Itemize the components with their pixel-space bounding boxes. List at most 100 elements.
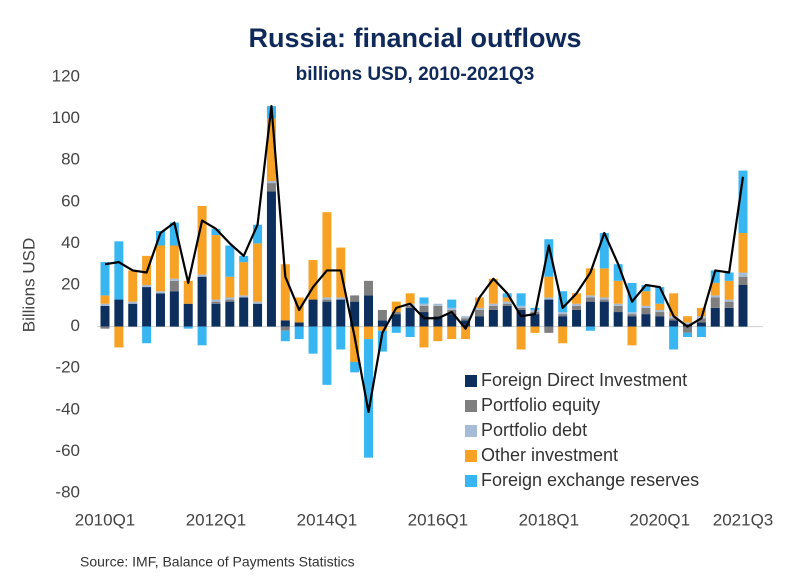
bar-segment (724, 307, 734, 327)
bar-segment (696, 307, 706, 317)
bar-segment (169, 291, 179, 327)
bar-segment (433, 303, 443, 306)
bar-segment (599, 233, 609, 269)
bar-segment (655, 316, 665, 327)
y-tick-label: -60 (55, 441, 80, 460)
bar-segment (516, 307, 526, 310)
y-tick-label: 80 (61, 150, 80, 169)
bar-segment (613, 264, 623, 281)
bar-segment (627, 314, 637, 317)
legend-label: Portfolio equity (481, 395, 600, 415)
bar-segment (572, 303, 582, 306)
bar-segment (405, 307, 415, 327)
bar-segment (558, 326, 568, 344)
bar-segment (169, 280, 179, 292)
bar-segment (280, 264, 290, 321)
bar-segment (308, 299, 318, 327)
bar-segment (419, 303, 429, 306)
bar-segment (322, 299, 332, 302)
bar-segment (350, 361, 360, 373)
bar-segment (641, 291, 651, 306)
bar-segment (710, 297, 720, 308)
bar-segment (696, 322, 706, 327)
bar-segment (253, 301, 263, 304)
bar-segment (683, 316, 693, 323)
bar-segment (585, 295, 595, 298)
bar-segment (530, 314, 540, 327)
bar-segment (474, 309, 484, 317)
bar-segment (696, 326, 706, 337)
bar-segment (669, 320, 679, 327)
bar-segment (183, 280, 193, 304)
bar-segment (336, 326, 346, 350)
bar-segment (336, 297, 346, 300)
y-tick-label: -20 (55, 358, 80, 377)
bar-segment (225, 297, 235, 300)
bar-segment (724, 301, 734, 308)
bar-segment (419, 305, 429, 313)
bar-segment (627, 282, 637, 313)
bar-segment (211, 301, 221, 304)
bar-segment (142, 285, 152, 288)
bar-segment (100, 262, 110, 296)
bar-segment (128, 303, 138, 327)
bar-segment (738, 285, 748, 327)
bar-segment (572, 309, 582, 327)
y-tick-label: 100 (52, 108, 80, 127)
bar-segment (516, 293, 526, 306)
bar-segment (225, 301, 235, 327)
bar-segment (253, 303, 263, 327)
bar-segment (461, 318, 471, 321)
bar-segment (474, 316, 484, 327)
bar-segment (405, 305, 415, 308)
bar-segment (266, 181, 276, 184)
bar-segment (377, 326, 387, 331)
bar-segment (433, 305, 443, 317)
bar-segment (308, 326, 318, 354)
bar-segment (669, 293, 679, 317)
bar-segment (322, 212, 332, 298)
bar-segment (183, 303, 193, 327)
bar-segment (211, 303, 221, 327)
legend-swatch (465, 425, 477, 437)
source: Source: IMF, Balance of Payments Statist… (80, 554, 355, 570)
bar-segment (253, 224, 263, 244)
bar-segment (502, 305, 512, 327)
bar-segment (100, 303, 110, 306)
bar-segment (558, 291, 568, 313)
bar-segment (502, 301, 512, 304)
chart-title: Russia: financial outflows (248, 23, 581, 53)
bar-segment (544, 276, 554, 298)
bar-segment (724, 280, 734, 300)
bar-segment (239, 262, 249, 296)
bar-segment (377, 320, 387, 327)
legend-swatch (465, 450, 477, 462)
bar-segment (391, 312, 401, 315)
bar-segment (197, 276, 207, 327)
bar-segment (239, 297, 249, 327)
bar-segment (225, 245, 235, 277)
bar-segment (502, 303, 512, 306)
bar-segment (100, 326, 110, 329)
bar-segment (447, 307, 457, 310)
bar-segment (225, 276, 235, 298)
bar-segment (544, 299, 554, 327)
bar-segment (225, 299, 235, 302)
legend-label: Other investment (481, 445, 618, 465)
bar-segment (350, 295, 360, 302)
bar-segment (488, 305, 498, 310)
x-tick-label: 2016Q1 (408, 510, 469, 529)
bar-segment (322, 326, 332, 385)
bar-segment (669, 326, 679, 350)
bar-segment (364, 280, 374, 296)
bar-segment (544, 297, 554, 300)
bar-segment (461, 326, 471, 340)
bar-segment (613, 305, 623, 313)
bar-segment (100, 295, 110, 304)
bar-segment (197, 205, 207, 275)
bar-segment (155, 291, 165, 294)
bar-segment (280, 330, 290, 342)
y-tick-label: 0 (71, 316, 80, 335)
legend-label: Portfolio debt (481, 420, 587, 440)
legend-swatch (465, 400, 477, 412)
